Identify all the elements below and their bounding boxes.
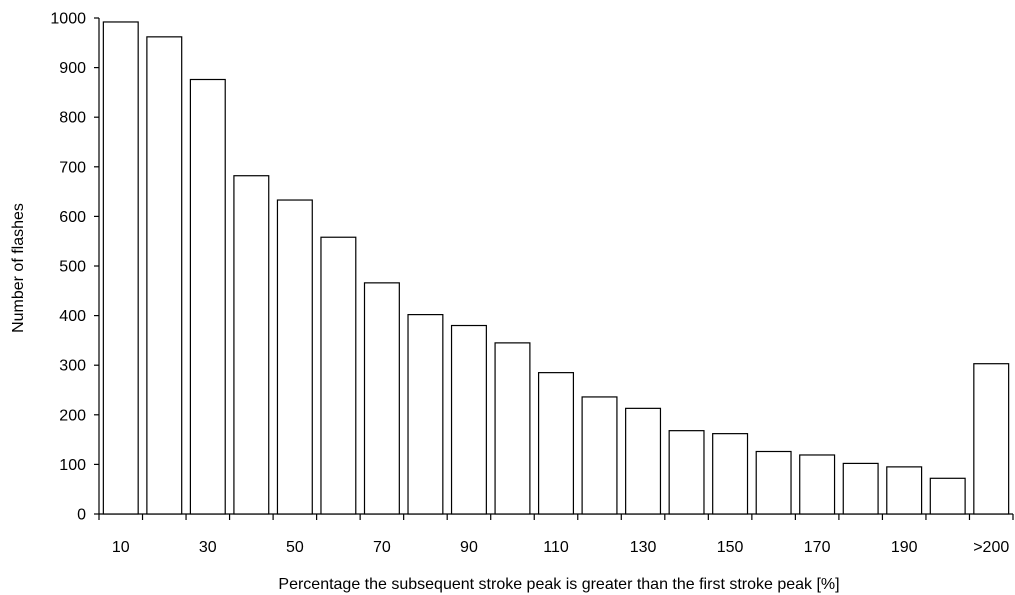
x-tick-label: >200 [973, 539, 1009, 556]
bar-130 [625, 407, 662, 515]
y-tick-label: 400 [59, 308, 86, 325]
y-tick-label: 600 [59, 209, 86, 226]
bar-30 [189, 78, 226, 515]
y-tick-label: 500 [59, 259, 86, 276]
bar-50 [276, 199, 313, 515]
bar-170 [799, 454, 836, 515]
bar-20 [146, 36, 183, 515]
x-tick-label: 170 [804, 539, 831, 556]
x-tick-label: 70 [373, 539, 391, 556]
bar-80 [407, 314, 444, 515]
x-tick-label: 130 [630, 539, 657, 556]
bar-160 [755, 450, 792, 515]
bars [102, 21, 1010, 515]
x-axis: 10 30 50 70 90 110 130 150 170 190 >200 [98, 513, 1014, 556]
x-tick-label: 50 [286, 539, 304, 556]
y-tick-label: 200 [59, 407, 86, 424]
y-tick-label: 700 [59, 159, 86, 176]
y-tick-label: 0 [77, 507, 86, 524]
bar-150 [712, 433, 749, 515]
y-axis: 0 100 200 300 400 500 600 700 800 900 1000 [50, 11, 100, 524]
bar-110 [537, 372, 575, 515]
bar-190 [886, 466, 923, 515]
x-tick-label: 110 [543, 539, 569, 556]
bar-120 [581, 396, 618, 515]
y-tick-label: 100 [59, 457, 86, 474]
bar-10 [102, 21, 139, 515]
bar-200 [929, 477, 966, 515]
bar-180 [842, 462, 879, 515]
bar-gt200 [973, 363, 1010, 515]
x-axis-title: Percentage the subsequent stroke peak is… [278, 576, 839, 593]
bar-140 [668, 430, 705, 515]
bar-40 [233, 175, 270, 515]
x-tick-label: 150 [717, 539, 744, 556]
bar-100 [494, 342, 531, 515]
x-tick-label: 90 [460, 539, 478, 556]
y-axis-title: Number of flashes [10, 203, 27, 333]
x-tick-label: 190 [891, 539, 918, 556]
y-tick-label: 1000 [50, 11, 86, 28]
bar-70 [363, 282, 400, 515]
bar-60 [320, 236, 357, 515]
y-tick-label: 900 [59, 60, 86, 77]
x-tick-label: 30 [199, 539, 217, 556]
x-tick-label: 10 [112, 539, 130, 556]
y-tick-label: 300 [59, 358, 86, 375]
y-tick-label: 800 [59, 110, 86, 127]
bar-90 [450, 324, 487, 515]
